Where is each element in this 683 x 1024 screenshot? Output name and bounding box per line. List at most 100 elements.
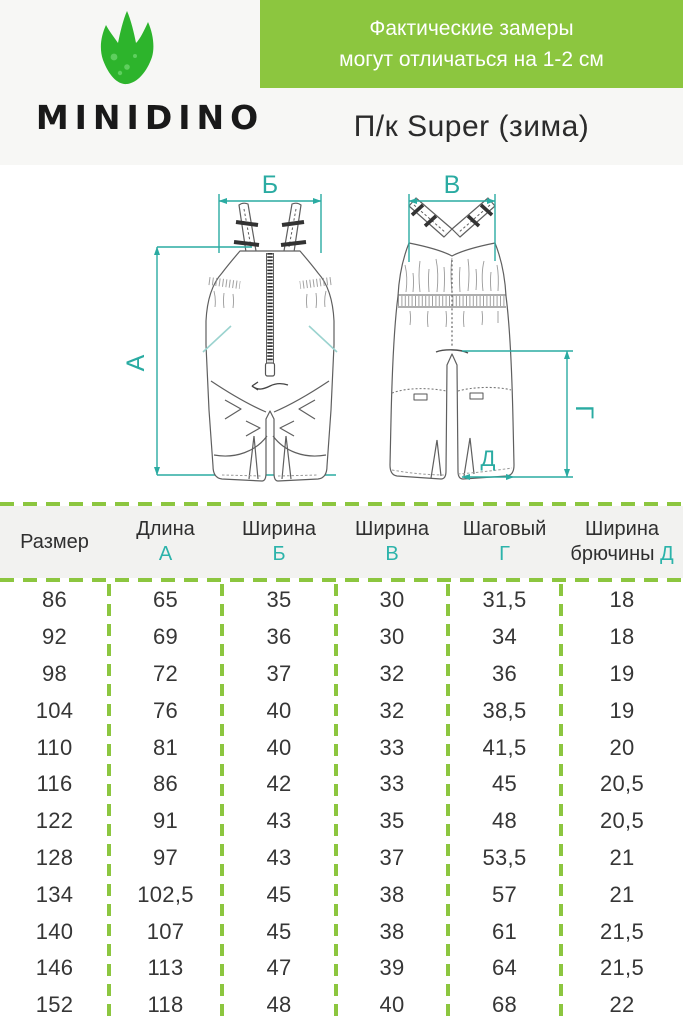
column-divider [446, 584, 450, 1024]
table-cell: 140 [35, 918, 74, 944]
table-header-bottom-dashed-divider [0, 578, 683, 582]
table-cell: 69 [152, 624, 179, 650]
table-cell: 43 [266, 808, 292, 834]
table-row: 110 81 40 33 41,5 20 [0, 729, 683, 766]
table-cell: 19 [609, 697, 635, 723]
table-cell: 146 [35, 955, 74, 981]
table-cell: 81 [152, 734, 179, 760]
column-letter: Г [499, 543, 510, 565]
table-row: 140 107 45 38 61 21,5 [0, 913, 683, 950]
table-cell: 86 [41, 587, 68, 613]
table-cell: 47 [266, 955, 292, 981]
table-cell: 20 [609, 734, 635, 760]
column-letter: Д [660, 543, 674, 565]
table-cell: 38,5 [482, 697, 527, 723]
column-header-legwidth-d: Ширина брючины Д [561, 517, 683, 567]
dim-label-b: Б [262, 171, 278, 199]
dimension-lines [154, 194, 573, 480]
table-row: 92 69 36 30 34 18 [0, 619, 683, 656]
table-cell: 65 [152, 587, 179, 613]
table-cell: 64 [491, 955, 518, 981]
table-cell: 21,5 [599, 955, 645, 981]
table-cell: 42 [266, 771, 292, 797]
table-cell: 113 [147, 955, 184, 981]
table-cell: 116 [36, 771, 73, 797]
column-label: Размер [20, 530, 89, 553]
table-row: 98 72 37 32 36 19 [0, 656, 683, 693]
table-cell: 20,5 [599, 808, 645, 834]
table-cell: 68 [491, 992, 518, 1018]
column-letter: В [385, 543, 399, 565]
column-letter: А [158, 543, 173, 565]
table-row: 86 65 35 30 31,5 18 [0, 582, 683, 619]
column-label: Длина [136, 518, 195, 540]
front-view [202, 202, 338, 482]
column-header-length-a: Длина А [109, 517, 222, 567]
dim-label-d: Д [481, 446, 496, 471]
table-cell: 107 [146, 918, 185, 944]
table-cell: 48 [491, 808, 518, 834]
table-row: 134 102,5 45 38 57 21 [0, 876, 683, 913]
banner-line-2: могут отличаться на 1-2 см [339, 48, 604, 71]
table-cell: 134 [35, 881, 74, 907]
table-cell: 76 [152, 697, 179, 723]
table-cell: 45 [491, 771, 518, 797]
table-row: 128 97 43 37 53,5 21 [0, 840, 683, 877]
column-divider [220, 584, 224, 1024]
table-cell: 37 [266, 660, 292, 686]
table-cell: 110 [36, 734, 73, 760]
dim-label-a: А [122, 354, 150, 371]
table-cell: 128 [35, 844, 74, 870]
table-cell: 102,5 [137, 881, 194, 907]
table-cell: 30 [379, 587, 405, 613]
dim-label-g: Г [570, 405, 598, 419]
table-cell: 152 [35, 992, 74, 1018]
column-header-inseam-g: Шаговый Г [448, 517, 561, 567]
table-cell: 40 [266, 734, 292, 760]
table-cell: 33 [379, 734, 405, 760]
table-cell: 98 [41, 660, 68, 686]
table-cell: 32 [379, 660, 405, 686]
dino-footprint-icon [100, 11, 154, 85]
table-cell: 20,5 [599, 771, 645, 797]
table-row: 116 86 42 33 45 20,5 [0, 766, 683, 803]
dim-label-v: В [444, 171, 461, 199]
table-row: 146 113 47 39 64 21,5 [0, 950, 683, 987]
column-header-width-b: Ширина Б [222, 517, 336, 567]
table-cell: 91 [152, 808, 179, 834]
column-header-size: Размер [0, 530, 109, 555]
table-cell: 36 [266, 624, 292, 650]
table-cell: 104 [35, 697, 74, 723]
table-cell: 118 [147, 992, 184, 1018]
table-cell: 19 [609, 660, 635, 686]
table-cell: 38 [379, 881, 405, 907]
table-cell: 21 [609, 844, 635, 870]
table-cell: 45 [266, 881, 292, 907]
table-cell: 38 [379, 918, 405, 944]
table-cell: 21 [609, 881, 635, 907]
table-top-dashed-divider [0, 502, 683, 506]
table-cell: 92 [41, 624, 68, 650]
table-cell: 35 [379, 808, 405, 834]
column-divider [559, 584, 563, 1024]
table-cell: 36 [491, 660, 518, 686]
table-cell: 18 [609, 624, 635, 650]
table-cell: 97 [152, 844, 179, 870]
table-cell: 40 [266, 697, 292, 723]
brand-wordmark: MINIDINO [35, 98, 265, 137]
table-cell: 39 [379, 955, 405, 981]
table-cell: 34 [491, 624, 518, 650]
back-view [389, 197, 515, 480]
column-divider [334, 584, 338, 1024]
table-cell: 32 [379, 697, 405, 723]
disclaimer-banner: Фактические замеры могут отличаться на 1… [260, 0, 683, 88]
table-cell: 18 [609, 587, 635, 613]
table-cell: 40 [379, 992, 405, 1018]
table-cell: 43 [266, 844, 292, 870]
table-cell: 53,5 [482, 844, 527, 870]
page-title: П/к Super (зима) [353, 110, 590, 143]
table-row: 122 91 43 35 48 20,5 [0, 803, 683, 840]
table-cell: 72 [152, 660, 179, 686]
overalls-diagram: Б В А Г Д [122, 171, 598, 482]
